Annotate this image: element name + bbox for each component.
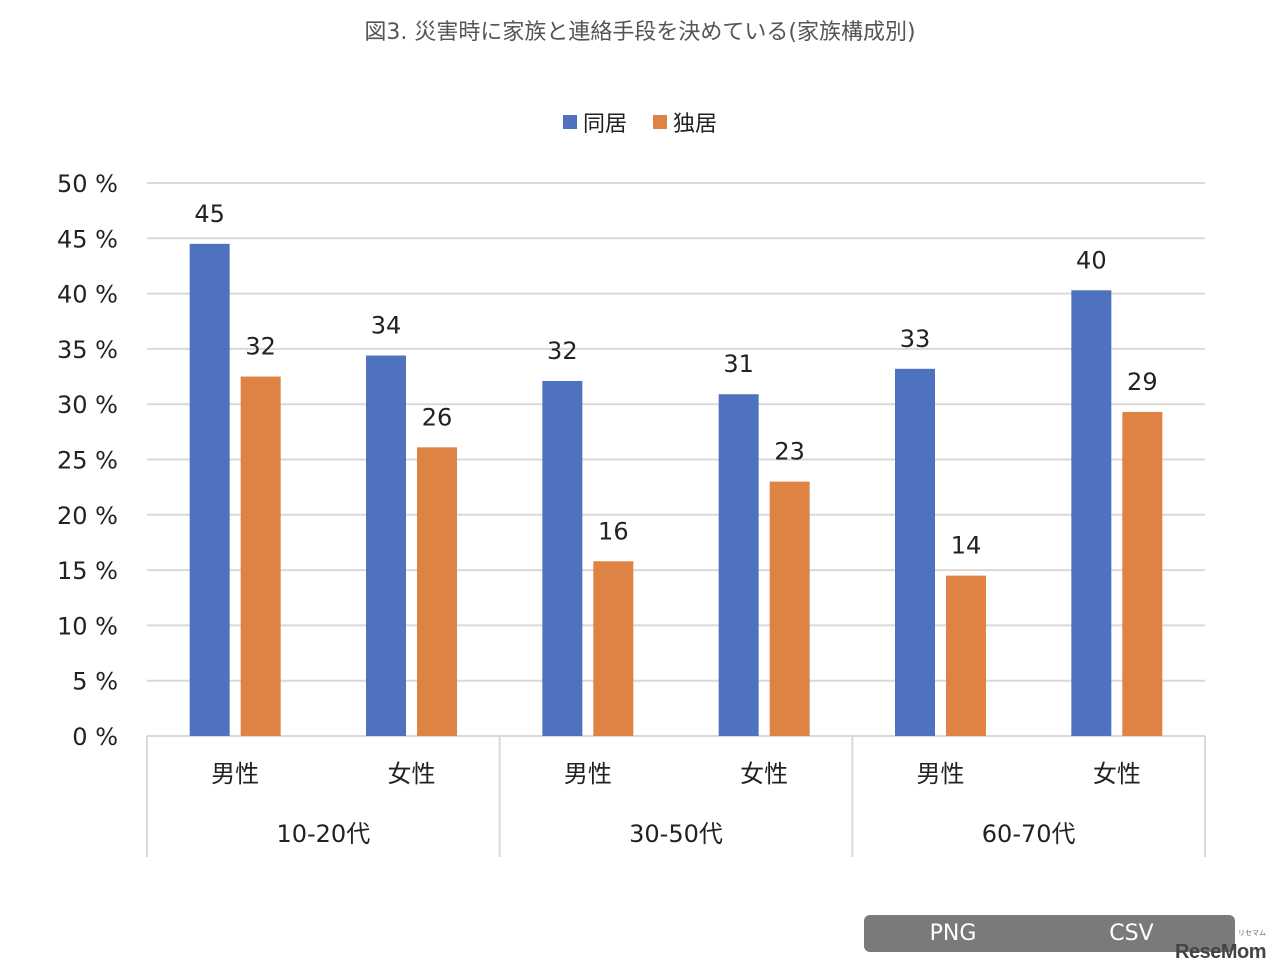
watermark-sub-text: リセマム xyxy=(1238,929,1266,937)
data-label: 31 xyxy=(723,350,754,378)
group-label: 10-20代 xyxy=(276,820,370,848)
data-label: 34 xyxy=(371,312,402,340)
x-tick-label: 女性 xyxy=(740,760,788,788)
data-label: 32 xyxy=(547,337,578,365)
bar xyxy=(895,368,935,736)
y-tick-label: 40 % xyxy=(57,281,118,309)
bar xyxy=(769,481,810,736)
y-tick-label: 35 % xyxy=(57,336,118,364)
y-tick-label: 20 % xyxy=(57,502,118,530)
data-label: 33 xyxy=(900,325,931,353)
y-tick-label: 0 % xyxy=(72,723,118,751)
data-label: 32 xyxy=(245,333,276,361)
legend-item-series-2: 独居 xyxy=(653,106,717,138)
legend-swatch-series-1 xyxy=(562,115,577,129)
data-label: 23 xyxy=(774,438,805,466)
legend-label-series-2: 独居 xyxy=(673,112,718,137)
chart-title: 図3. 災害時に家族と連絡手段を決めている(家族構成別) xyxy=(364,20,916,45)
data-label: 14 xyxy=(951,532,982,560)
data-label: 29 xyxy=(1127,368,1158,396)
y-tick-label: 15 % xyxy=(57,557,118,585)
y-tick-label: 30 % xyxy=(57,391,118,419)
legend-label-series-1: 同居 xyxy=(582,112,627,137)
bar xyxy=(417,447,457,736)
bar xyxy=(240,376,281,736)
y-tick-label: 50 % xyxy=(57,170,118,198)
bar xyxy=(718,394,759,736)
png-download-button[interactable]: PNG xyxy=(864,915,1042,952)
y-tick-label: 10 % xyxy=(57,612,118,640)
legend-swatch-series-2 xyxy=(653,115,667,129)
y-tick-label: 5 % xyxy=(72,668,118,696)
y-tick-label: 25 % xyxy=(57,447,118,475)
bar xyxy=(1122,411,1163,736)
bar xyxy=(366,355,406,736)
group-label: 60-70代 xyxy=(982,820,1076,848)
group-label: 30-50代 xyxy=(629,820,723,848)
bar xyxy=(946,575,986,736)
x-tick-label: 女性 xyxy=(388,760,436,788)
data-label: 26 xyxy=(422,403,453,431)
bar xyxy=(189,243,230,736)
x-tick-label: 男性 xyxy=(564,760,612,788)
watermark-logo: ReseMom xyxy=(1175,941,1266,963)
bar xyxy=(542,380,583,736)
legend: 同居 独居 xyxy=(0,106,1280,138)
legend-item-series-1: 同居 xyxy=(562,106,627,138)
data-label: 45 xyxy=(194,200,225,228)
x-tick-label: 男性 xyxy=(211,760,259,788)
csv-download-button[interactable]: CSV xyxy=(1028,915,1235,952)
y-tick-label: 45 % xyxy=(57,225,118,253)
bar xyxy=(593,561,634,736)
x-tick-label: 女性 xyxy=(1093,760,1141,788)
bar xyxy=(1071,290,1112,736)
data-label: 16 xyxy=(598,517,629,545)
data-label: 40 xyxy=(1076,246,1107,274)
bar-chart: 0 % 5 % 10 % 15 % 20 % 25 % 30 % 35 % 40 % 45 % 50… xyxy=(57,170,1206,857)
x-tick-label: 男性 xyxy=(917,760,965,788)
